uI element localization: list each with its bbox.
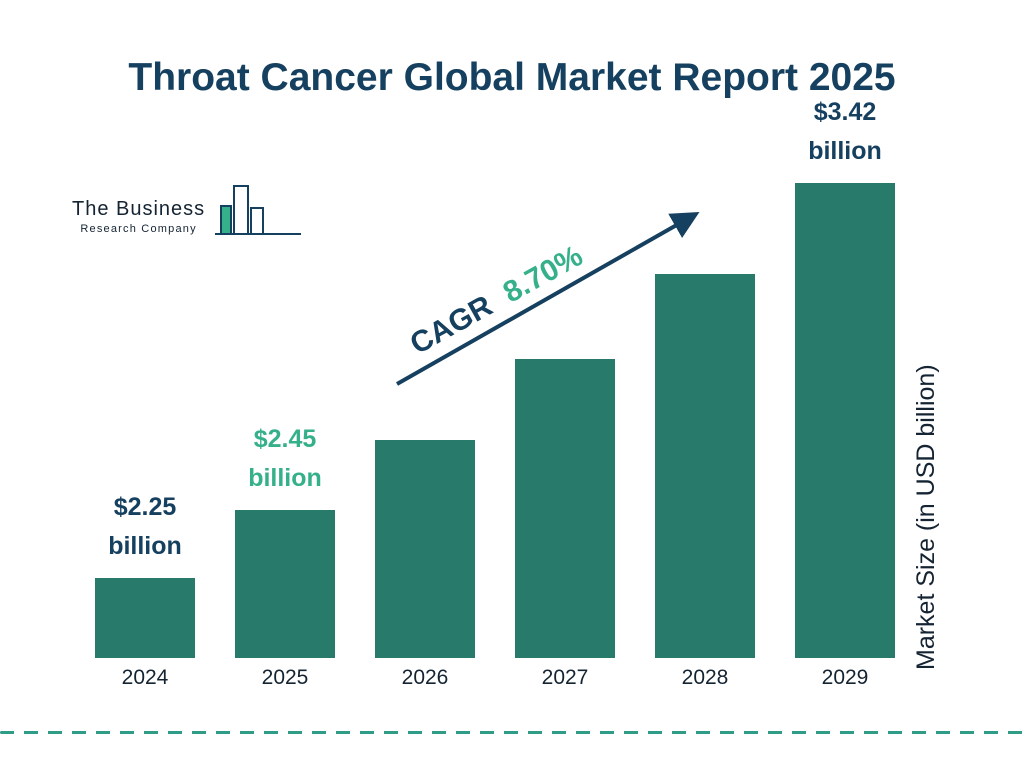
bar-2026 [375, 440, 475, 658]
x-label-2025: 2025 [261, 666, 309, 689]
bar-column-2024: $2.25 billion [95, 488, 195, 658]
y-axis-label: Market Size (in USD billion) [912, 364, 940, 670]
logo-text: The Business Research Company [72, 198, 205, 235]
value-label-2029: $3.42 billion [808, 98, 882, 165]
bar-column-2027 [515, 359, 615, 658]
bar-column-2025: $2.45 billion [235, 420, 335, 658]
bar-chart: $2.25 billion $2.45 billion $3.42 billion [95, 0, 895, 658]
bar-column-2028 [655, 274, 755, 658]
logo-line2: Research Company [80, 223, 197, 235]
x-label-2024: 2024 [121, 666, 169, 689]
bar-2028 [655, 274, 755, 658]
page-title: Throat Cancer Global Market Report 2025 [128, 56, 896, 100]
logo-line1: The Business [72, 198, 206, 220]
x-axis-labels: 2024 2025 2026 2027 2028 2029 [95, 666, 895, 690]
x-label-2027: 2027 [541, 666, 589, 689]
bar-2025 [235, 510, 335, 658]
logo: The Business Research Company [72, 182, 303, 251]
x-label-2029: 2029 [821, 666, 869, 689]
bar-2024 [95, 578, 195, 658]
x-label-2026: 2026 [401, 666, 449, 689]
value-label-2025: $2.45 billion [248, 425, 322, 492]
x-label-2028: 2028 [681, 666, 729, 689]
bottom-divider [0, 731, 1024, 734]
bar-column-2026 [375, 440, 475, 658]
bar-column-2029: $3.42 billion [795, 93, 895, 658]
bar-chart-logo-icon [213, 182, 303, 251]
bar-2027 [515, 359, 615, 658]
bar-2029 [795, 183, 895, 658]
value-label-2024: $2.25 billion [108, 493, 182, 560]
